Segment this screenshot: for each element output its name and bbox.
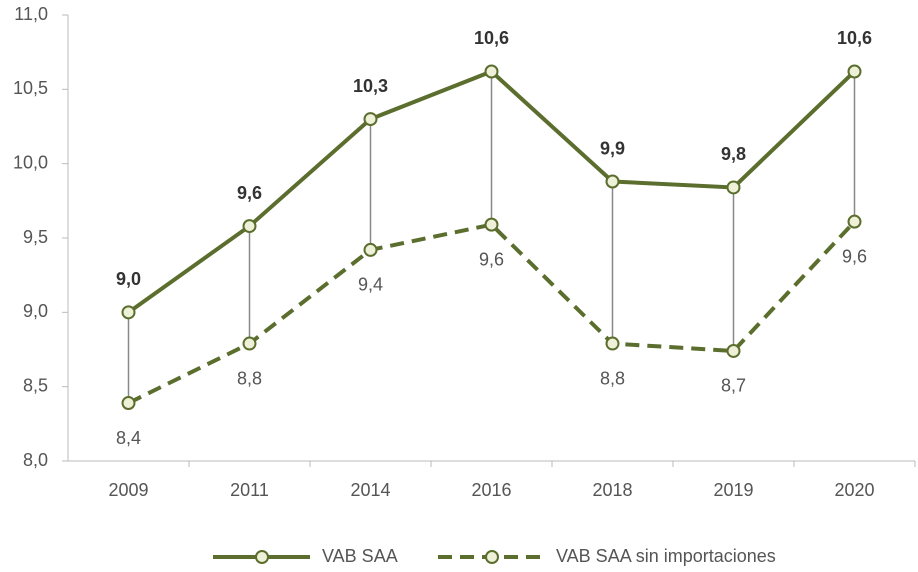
x-tick-label: 2019 (713, 480, 753, 500)
point (121, 396, 136, 411)
x-tick-label: 2018 (592, 480, 632, 500)
point (605, 174, 620, 189)
point (484, 64, 499, 79)
x-tick-label: 2011 (230, 480, 269, 500)
point (484, 217, 499, 232)
point (726, 343, 741, 358)
point (363, 112, 378, 127)
data-label: 9,6 (842, 246, 867, 266)
data-label: 8,8 (600, 368, 625, 388)
data-label: 8,7 (721, 376, 746, 396)
x-tick-label: 2014 (350, 480, 390, 500)
data-label: 9,9 (600, 138, 625, 158)
point (847, 214, 862, 229)
point (605, 336, 620, 351)
y-tick-label: 8,5 (23, 375, 48, 395)
x-tick-label: 2020 (834, 480, 874, 500)
legend-marker (255, 550, 269, 564)
data-label: 9,6 (479, 249, 504, 269)
data-label: 8,8 (237, 368, 262, 388)
y-tick-label: 8,0 (23, 450, 48, 470)
point (847, 64, 862, 79)
data-label: 10,6 (837, 28, 872, 48)
data-label: 9,8 (721, 144, 746, 164)
x-tick-label: 2016 (471, 480, 511, 500)
point (363, 242, 378, 257)
legend-label: VAB SAA (322, 546, 398, 566)
y-tick-label: 9,0 (23, 301, 48, 321)
data-label: 9,4 (358, 275, 383, 295)
y-tick-label: 9,5 (23, 227, 48, 247)
point (242, 219, 257, 234)
x-tick-label: 2009 (108, 480, 148, 500)
data-label: 9,0 (116, 269, 141, 289)
data-label: 10,3 (353, 76, 388, 96)
point (242, 336, 257, 351)
legend-marker (485, 550, 499, 564)
data-label: 8,4 (116, 428, 141, 448)
point (121, 305, 136, 320)
point (726, 180, 741, 195)
data-label: 9,6 (237, 183, 262, 203)
y-tick-label: 11,0 (14, 4, 48, 24)
y-tick-label: 10,5 (13, 78, 48, 98)
data-label: 10,6 (474, 28, 509, 48)
y-tick-label: 10,0 (13, 152, 48, 172)
legend-label: VAB SAA sin importaciones (556, 546, 776, 566)
